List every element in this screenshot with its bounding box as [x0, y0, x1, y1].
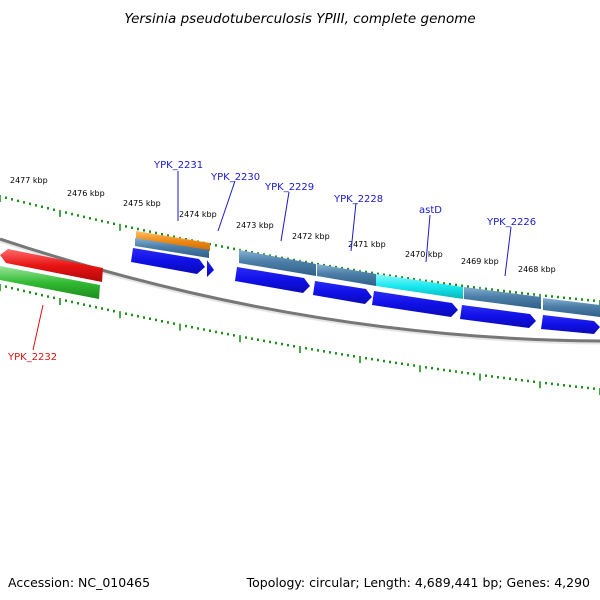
inner-ruler [0, 284, 600, 395]
gene-label-astd: astD [419, 205, 442, 216]
gene-label-ypk2228: YPK_2228 [333, 194, 383, 205]
gene-ypk2229[interactable] [239, 250, 316, 276]
genome-summary-text: Topology: circular; Length: 4,689,441 bp… [246, 575, 590, 590]
kbp-label: 2476 kbp [67, 189, 105, 198]
kbp-label: 2474 kbp [179, 210, 217, 219]
gene-label-ypk2230: YPK_2230 [210, 172, 260, 183]
cds-arrow[interactable] [207, 260, 214, 277]
cds-arrow[interactable] [372, 291, 458, 317]
gene-ypk2231[interactable] [136, 231, 210, 251]
outer-ruler [0, 195, 600, 307]
kbp-label: 2468 kbp [518, 265, 556, 274]
gene-ypk2228[interactable] [317, 264, 376, 286]
cds-arrow[interactable] [460, 305, 536, 328]
gene-label-ypk2229: YPK_2229 [264, 182, 314, 193]
gene-label-ypk2226: YPK_2226 [486, 217, 536, 228]
kbp-label: 2475 kbp [123, 199, 161, 208]
cds-track [131, 248, 600, 334]
cds-arrow[interactable] [235, 267, 310, 293]
gene-ypk2226[interactable] [464, 287, 541, 309]
kbp-label: 2469 kbp [461, 257, 499, 266]
kbp-label: 2472 kbp [292, 232, 330, 241]
kbp-label: 2477 kbp [10, 176, 48, 185]
cds-arrow[interactable] [313, 281, 372, 304]
gene-leaders [32, 171, 512, 351]
gene-track-left [0, 249, 103, 299]
map-title: Yersinia pseudotuberculosis YPIII, compl… [124, 11, 475, 27]
cds-arrow[interactable] [541, 315, 600, 334]
accession-text: Accession: NC_010465 [8, 575, 150, 590]
gene-track-upper [135, 231, 600, 317]
gene-ypk2232-green[interactable] [0, 266, 100, 299]
cds-arrow[interactable] [131, 248, 205, 274]
gene-label-ypk2232: YPK_2232 [7, 352, 57, 363]
gene-label-ypk2231: YPK_2231 [153, 160, 203, 171]
kbp-label: 2471 kbp [348, 240, 386, 249]
gene-ypk2232[interactable] [0, 249, 103, 282]
gene-astd[interactable] [376, 274, 463, 299]
kbp-label: 2473 kbp [236, 221, 274, 230]
gene-ypk2231-steel[interactable] [135, 238, 209, 258]
kbp-label: 2470 kbp [405, 250, 443, 259]
gene-next[interactable] [543, 298, 600, 317]
